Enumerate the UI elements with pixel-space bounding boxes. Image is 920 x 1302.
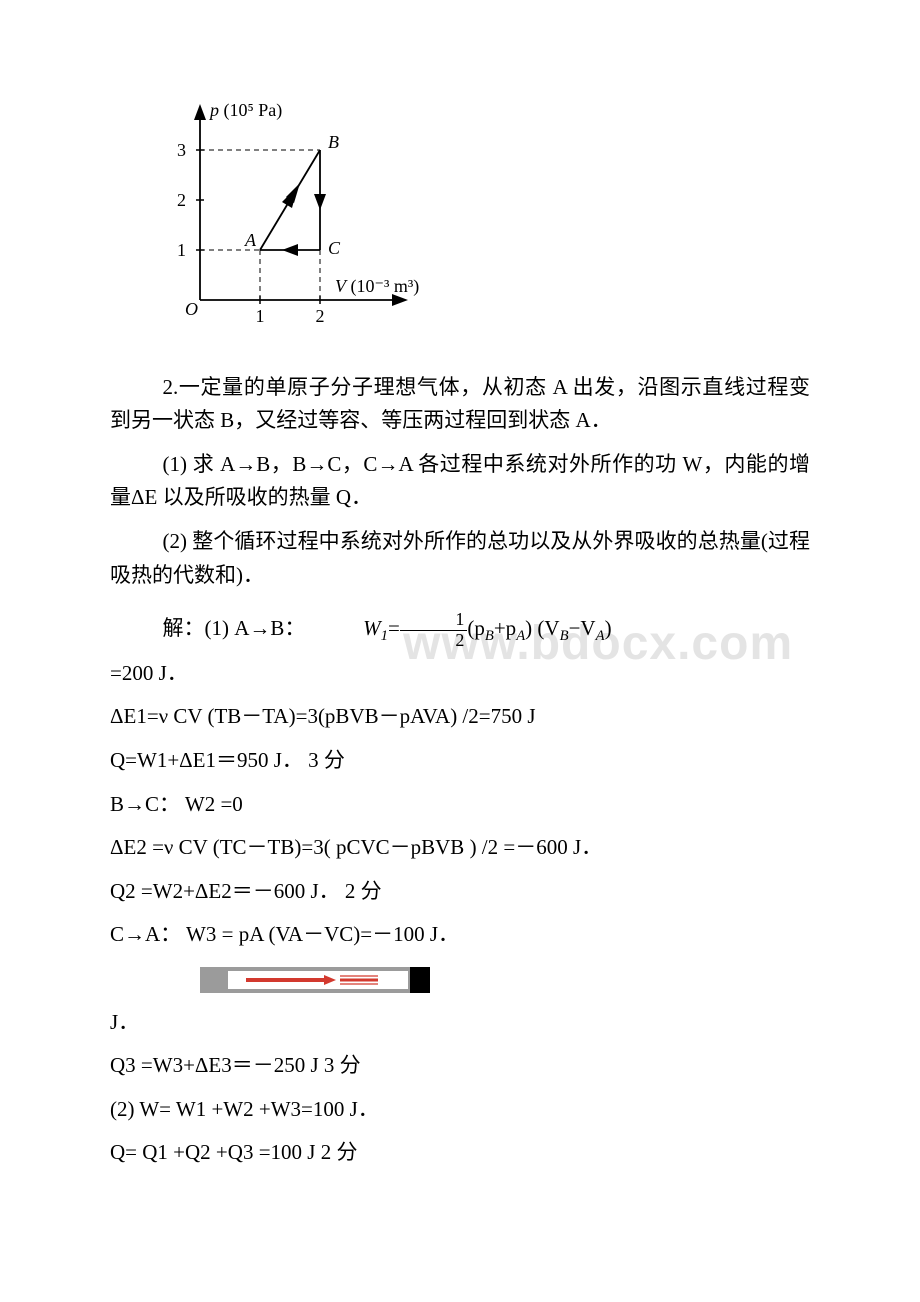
ytick-3: 3 (177, 140, 186, 160)
sol-prefix: 解：(1) A→B： (163, 616, 306, 640)
pv-chart: 1 2 3 1 2 O p (10⁵ Pa) V (10⁻³ m³) (160, 100, 810, 341)
ytick-1: 1 (177, 240, 186, 260)
point-B: B (328, 132, 339, 152)
origin-label: O (185, 299, 198, 319)
redacted-graphic (200, 965, 430, 995)
solution-line-13: Q= Q1 +Q2 +Q3 =100 J 2 分 (110, 1136, 810, 1170)
solution-line-4: Q=W1+ΔE1＝950 J． 3 分 (110, 744, 810, 778)
problem-q2: (2) 整个循环过程中系统对外所作的总功以及从外界吸收的总热量(过程吸热的代数和… (110, 525, 810, 592)
solution-line-1: 解：(1) A→B： www.bdocx.com W1=12(pB+pA) (V… (110, 610, 810, 651)
solution-line-10: J． (110, 1006, 810, 1040)
point-A: A (244, 230, 257, 250)
x-axis-label: V (10⁻³ m³) (335, 276, 419, 297)
problem-q1: (1) 求 A→B，B→C，C→A 各过程中系统对外所作的功 W，内能的增量ΔE… (110, 448, 810, 515)
solution-line-3: ΔE1=ν CV (TB－TA)=3(pBVB－pAVA) /2=750 J (110, 700, 810, 734)
solution-line-11: Q3 =W3+ΔE3＝－250 J 3 分 (110, 1049, 810, 1083)
problem-intro: 2.一定量的单原子分子理想气体，从初态 A 出发，沿图示直线过程变到另一状态 B… (110, 371, 810, 438)
solution-line-12: (2) W= W1 +W2 +W3=100 J． (110, 1093, 810, 1127)
solution-line-8: C→A： W3 = pA (VA－VC)=－100 J． (110, 918, 810, 952)
xtick-1: 1 (256, 306, 265, 326)
xtick-2: 2 (316, 306, 325, 326)
point-C: C (328, 238, 341, 258)
y-axis-label: p (10⁵ Pa) (208, 100, 282, 121)
formula-W1: W1=12(pB+pA) (VB−VA) (363, 616, 611, 640)
solution-line-2: =200 J． (110, 657, 810, 691)
ytick-2: 2 (177, 190, 186, 210)
solution-line-9 (110, 962, 810, 996)
solution-line-5: B→C： W2 =0 (110, 788, 810, 822)
solution-line-7: Q2 =W2+ΔE2＝－600 J． 2 分 (110, 875, 810, 909)
solution-line-6: ΔE2 =ν CV (TC－TB)=3( pCVC－pBVB ) /2 =－60… (110, 831, 810, 865)
